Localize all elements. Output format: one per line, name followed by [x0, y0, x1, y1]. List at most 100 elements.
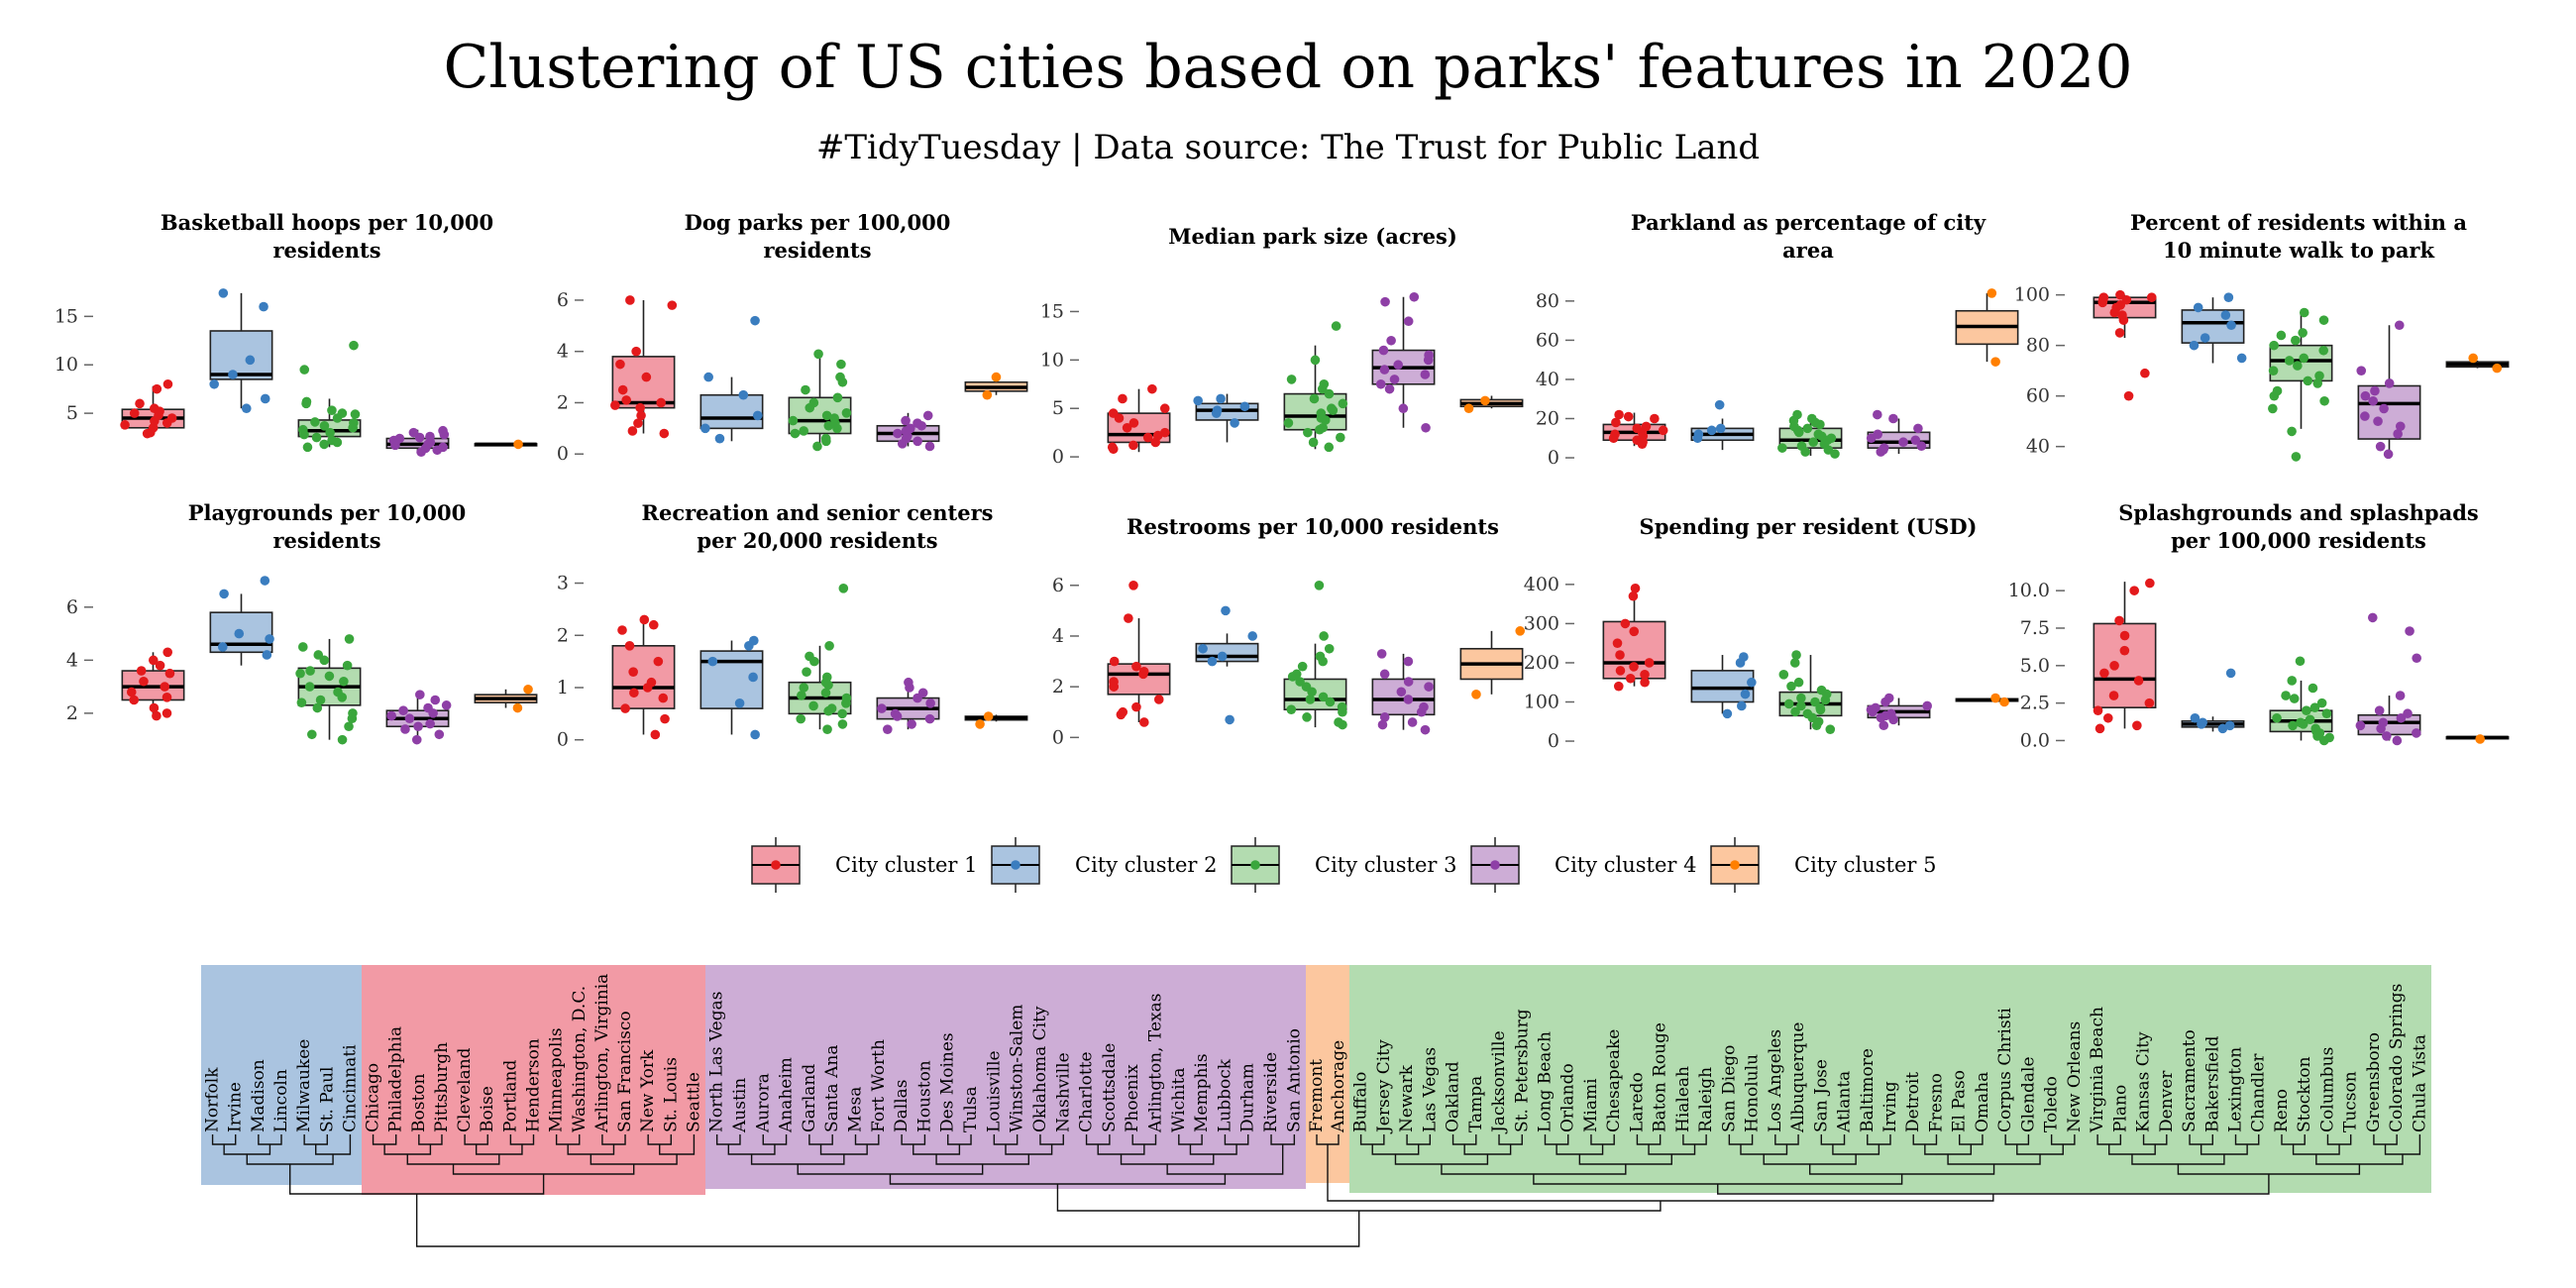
data-point: [161, 708, 172, 718]
box-iqr: [1283, 678, 1347, 710]
data-point: [820, 433, 831, 444]
data-point: [617, 625, 627, 635]
data-point: [311, 432, 322, 443]
y-tick-label: 0: [1052, 446, 1064, 468]
data-point: [2316, 698, 2327, 708]
data-point: [1615, 650, 1625, 660]
panel-title: 10 minute walk to park: [2163, 238, 2435, 263]
data-point: [349, 340, 359, 351]
panel-title: Parkland as percentage of city: [1631, 210, 1986, 235]
legend-item-cluster-1: City cluster 1: [751, 837, 977, 893]
data-point: [342, 660, 353, 671]
data-point: [1138, 666, 1149, 677]
data-point: [1283, 418, 1294, 428]
city-label: Chicago: [364, 1063, 383, 1132]
data-point: [1315, 651, 1326, 662]
data-point: [625, 295, 635, 305]
panel-title: per 100,000 residents: [2171, 528, 2426, 553]
data-point: [1777, 443, 1787, 453]
data-point: [797, 691, 806, 700]
city-label: Tampa: [1466, 1076, 1486, 1132]
data-point: [1747, 677, 1757, 688]
data-point: [1147, 383, 1157, 394]
data-point: [925, 698, 935, 708]
data-point: [304, 682, 315, 692]
box-cluster-5: [1955, 693, 2019, 707]
data-point: [813, 349, 823, 360]
data-point: [1321, 415, 1331, 425]
data-point: [1334, 717, 1343, 727]
city-label: Lubbock: [1215, 1058, 1234, 1132]
y-tick-label: 3: [557, 573, 569, 594]
data-point: [2378, 717, 2389, 728]
data-point: [2298, 719, 2308, 729]
data-point: [1922, 700, 1932, 711]
box-cluster-1: [1107, 580, 1171, 727]
data-point: [350, 409, 361, 419]
data-point: [2284, 356, 2295, 366]
data-point: [1424, 682, 1434, 692]
data-point: [2269, 340, 2279, 351]
city-label: Corpus Christi: [1995, 1008, 2015, 1132]
data-point: [2189, 340, 2200, 351]
data-point: [152, 383, 162, 394]
data-point: [129, 695, 140, 705]
data-point: [1737, 700, 1747, 711]
data-point: [2383, 449, 2394, 460]
data-point: [821, 410, 832, 421]
box-cluster-2: [1690, 652, 1757, 719]
data-point: [1247, 631, 1257, 641]
data-point: [1316, 408, 1327, 418]
city-label: Aurora: [753, 1073, 773, 1133]
box-cluster-3: [2268, 307, 2333, 462]
city-label: Fresno: [1926, 1073, 1946, 1132]
box-cluster-3: [1777, 409, 1843, 459]
box-cluster-1: [1602, 409, 1668, 450]
data-point: [2268, 403, 2278, 414]
panel-title: residents: [763, 238, 871, 263]
city-label: Portland: [500, 1060, 520, 1132]
data-point: [621, 395, 631, 405]
box-cluster-5: [1459, 395, 1524, 414]
data-point: [2412, 728, 2421, 738]
data-point: [217, 642, 228, 652]
data-point: [1714, 399, 1725, 410]
y-tick-label: 80: [2026, 335, 2050, 357]
city-label: Charlotte: [1077, 1051, 1097, 1132]
data-point: [1778, 670, 1789, 680]
data-point: [1811, 720, 1822, 731]
city-label: Greensboro: [2364, 1032, 2384, 1132]
data-point: [1807, 712, 1817, 723]
data-point: [1128, 580, 1138, 590]
data-point: [883, 724, 893, 734]
box-cluster-2: [699, 315, 764, 444]
data-point: [796, 713, 806, 724]
data-point: [155, 660, 165, 671]
data-point: [799, 426, 808, 436]
data-point: [2119, 645, 2130, 656]
y-tick-label: 10.0: [2008, 580, 2050, 601]
data-point: [1124, 613, 1133, 623]
data-point: [1788, 415, 1799, 426]
data-point: [1153, 695, 1164, 704]
data-point: [1309, 393, 1320, 404]
data-point: [812, 441, 822, 452]
data-point: [265, 634, 274, 644]
data-point: [313, 650, 324, 660]
data-point: [1389, 375, 1400, 384]
data-point: [327, 435, 337, 446]
data-point: [1610, 429, 1620, 440]
data-point: [983, 711, 994, 721]
boxplot-panel: Percent of residents within a 10 minute w…: [2014, 210, 2510, 462]
box-iqr: [2357, 713, 2421, 736]
data-point: [310, 417, 320, 427]
data-point: [1623, 411, 1634, 422]
data-point: [126, 687, 137, 698]
data-point: [162, 647, 173, 658]
data-point: [228, 370, 238, 379]
city-label: Tucson: [2341, 1071, 2361, 1132]
data-point: [924, 441, 935, 452]
cluster-band: [1349, 965, 2431, 1193]
data-point: [1692, 433, 1703, 444]
